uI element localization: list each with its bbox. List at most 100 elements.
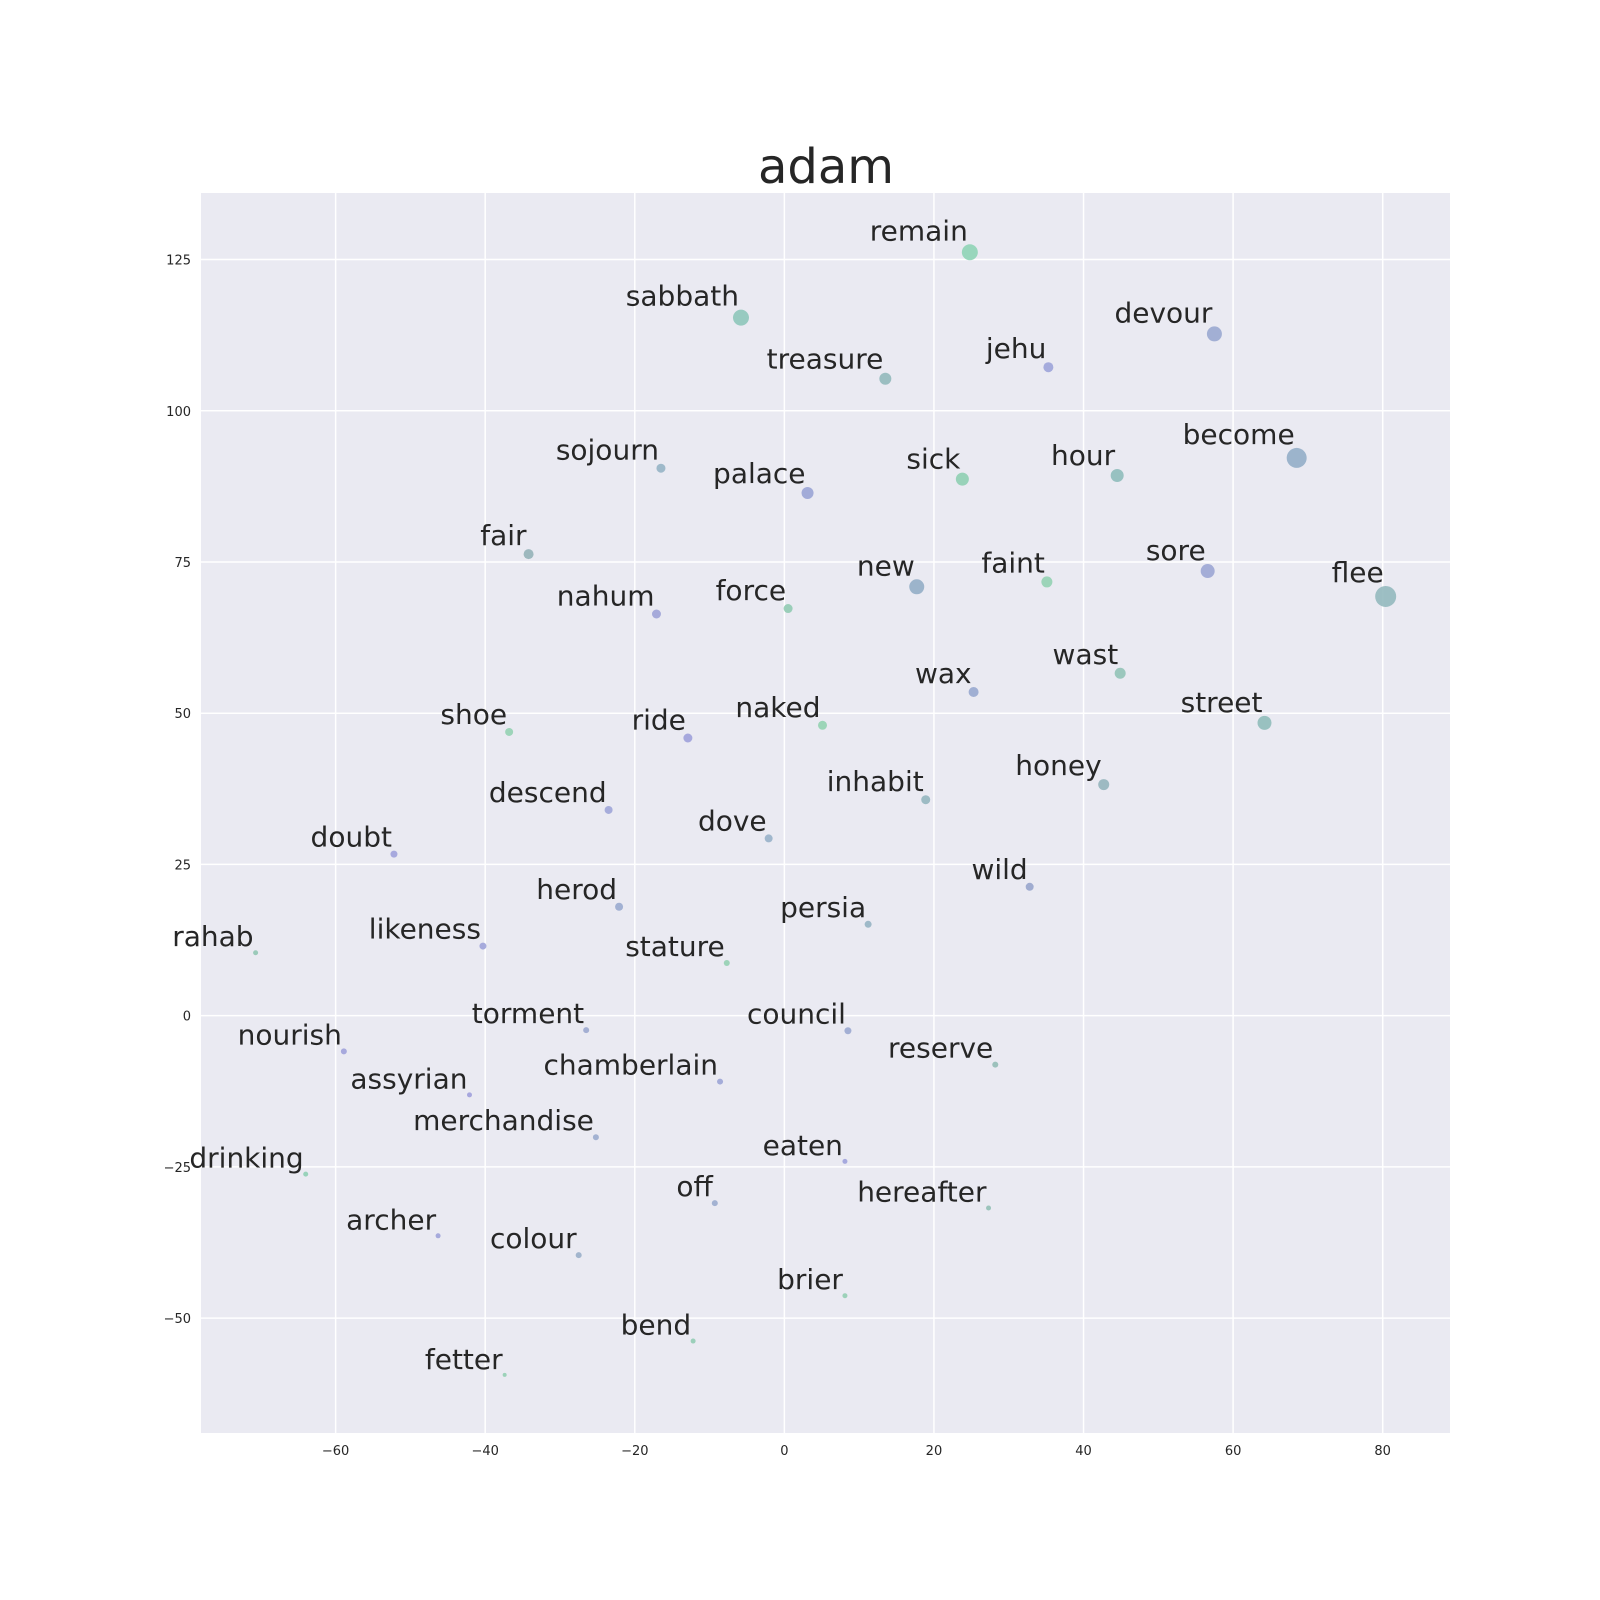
point-doubt — [390, 850, 398, 858]
point-inhabit — [921, 795, 931, 805]
point-dove — [764, 834, 773, 843]
x-tick-label: −20 — [621, 1444, 648, 1459]
point-label-doubt: doubt — [311, 821, 392, 854]
point-label-persia: persia — [780, 891, 866, 924]
point-label-new: new — [857, 549, 915, 582]
point-label-nahum: nahum — [557, 579, 655, 612]
point-label-sabbath: sabbath — [626, 280, 739, 313]
y-tick-label: −50 — [164, 1312, 191, 1327]
y-tick-label: 100 — [166, 405, 191, 420]
point-label-become: become — [1183, 418, 1295, 451]
point-eaten — [842, 1158, 848, 1164]
point-label-nourish: nourish — [238, 1018, 342, 1051]
point-label-shoe: shoe — [440, 698, 507, 731]
point-brier — [842, 1293, 848, 1299]
point-label-wild: wild — [971, 853, 1027, 886]
point-flee — [1375, 585, 1397, 607]
y-tick-label: 125 — [166, 254, 191, 269]
point-label-remain: remain — [870, 214, 968, 247]
x-tick-label: 0 — [780, 1444, 788, 1459]
point-wax — [968, 687, 979, 698]
point-label-hour: hour — [1051, 439, 1116, 472]
point-wild — [1025, 882, 1034, 891]
point-label-naked: naked — [735, 691, 820, 724]
point-label-force: force — [716, 574, 787, 607]
point-off — [711, 1200, 718, 1207]
point-label-archer: archer — [346, 1203, 436, 1236]
point-wast — [1114, 667, 1126, 679]
x-tick-label: 80 — [1374, 1444, 1391, 1459]
point-nourish — [340, 1048, 347, 1055]
point-nahum — [651, 609, 661, 619]
point-label-sore: sore — [1146, 534, 1206, 567]
point-label-honey: honey — [1015, 749, 1101, 782]
point-honey — [1098, 779, 1110, 791]
point-label-ride: ride — [632, 703, 686, 736]
point-label-descend: descend — [489, 776, 607, 809]
point-hour — [1110, 468, 1124, 482]
point-stature — [723, 960, 730, 967]
point-label-brier: brier — [777, 1263, 843, 1296]
data-points — [253, 244, 1397, 1377]
y-axis-ticks: −50 −25 0 25 50 75 100 125 — [164, 254, 191, 1328]
point-sabbath — [732, 309, 749, 326]
plot-area — [201, 193, 1450, 1433]
point-jehu — [1043, 362, 1054, 373]
point-label-merchandise: merchandise — [413, 1104, 594, 1137]
point-label-herod: herod — [536, 873, 617, 906]
point-label-off: off — [676, 1170, 713, 1203]
point-label-flee: flee — [1332, 556, 1384, 589]
point-sick — [955, 472, 969, 486]
point-label-drinking: drinking — [189, 1142, 303, 1175]
point-label-faint: faint — [981, 546, 1045, 579]
point-label-devour: devour — [1114, 296, 1212, 329]
chart-title: adam — [758, 139, 894, 195]
point-bend — [690, 1338, 696, 1344]
point-label-jehu: jehu — [985, 332, 1047, 365]
point-assyrian — [466, 1092, 472, 1098]
point-label-likeness: likeness — [369, 913, 481, 946]
x-tick-label: 40 — [1075, 1444, 1092, 1459]
point-labels: remain sabbath devour treasure jehu become soj… — [172, 214, 1383, 1376]
x-tick-label: −40 — [471, 1444, 498, 1459]
point-label-stature: stature — [625, 930, 725, 963]
point-persia — [864, 920, 872, 928]
point-label-sojourn: sojourn — [556, 434, 659, 467]
point-label-colour: colour — [490, 1222, 577, 1255]
point-fair — [523, 549, 534, 560]
point-label-wax: wax — [915, 657, 972, 690]
point-label-street: street — [1181, 686, 1263, 719]
point-label-treasure: treasure — [767, 343, 884, 376]
point-new — [909, 579, 925, 595]
y-tick-label: 0 — [183, 1010, 191, 1025]
point-label-reserve: reserve — [888, 1032, 993, 1065]
x-axis-ticks: −60 −40 −20 0 20 40 60 80 — [322, 1444, 1391, 1459]
point-torment — [583, 1027, 590, 1034]
point-label-sick: sick — [906, 443, 961, 476]
point-become — [1286, 447, 1307, 468]
point-label-dove: dove — [698, 804, 767, 837]
point-ride — [683, 733, 693, 743]
point-rahab — [253, 950, 259, 956]
point-palace — [801, 487, 814, 500]
point-label-bend: bend — [621, 1309, 692, 1342]
point-merchandise — [592, 1134, 599, 1141]
point-force — [783, 604, 793, 614]
point-sore — [1200, 564, 1215, 579]
point-faint — [1041, 576, 1053, 588]
point-devour — [1206, 326, 1222, 342]
point-naked — [818, 720, 828, 730]
point-label-fair: fair — [480, 519, 527, 552]
point-label-assyrian: assyrian — [350, 1062, 467, 1095]
point-label-rahab: rahab — [172, 920, 253, 953]
point-label-council: council — [747, 997, 846, 1030]
point-descend — [604, 805, 613, 814]
point-drinking — [303, 1171, 309, 1177]
point-label-hereafter: hereafter — [857, 1175, 987, 1208]
point-label-inhabit: inhabit — [827, 765, 924, 798]
point-chamberlain — [717, 1078, 724, 1085]
point-label-chamberlain: chamberlain — [543, 1049, 718, 1082]
point-hereafter — [986, 1205, 992, 1211]
point-council — [844, 1027, 852, 1035]
point-sojourn — [656, 463, 666, 473]
